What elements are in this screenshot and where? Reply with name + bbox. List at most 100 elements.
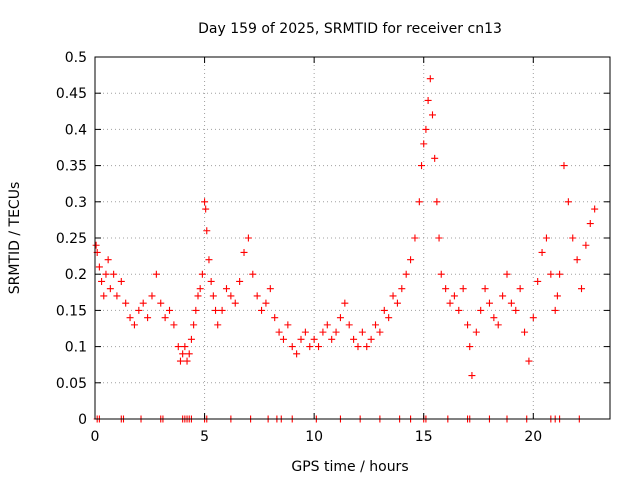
data-point	[363, 343, 371, 351]
data-point	[323, 321, 331, 329]
data-point	[319, 328, 327, 336]
data-point	[466, 343, 474, 351]
data-point	[472, 328, 480, 336]
data-point	[170, 321, 178, 329]
data-point	[244, 234, 252, 242]
data-point	[275, 328, 283, 336]
data-point	[236, 277, 244, 285]
data-point	[380, 306, 388, 314]
data-point	[144, 314, 152, 322]
data-point	[389, 292, 397, 300]
data-point	[418, 162, 426, 170]
data-point	[553, 292, 561, 300]
data-point	[485, 299, 493, 307]
axis-ticks	[94, 56, 610, 420]
data-point	[297, 335, 305, 343]
data-point	[179, 350, 187, 358]
data-point	[538, 248, 546, 256]
grid-lines	[95, 57, 610, 419]
data-point	[534, 277, 542, 285]
data-point	[512, 306, 520, 314]
data-point	[249, 270, 257, 278]
data-point	[328, 335, 336, 343]
data-point	[411, 234, 419, 242]
data-point	[194, 292, 202, 300]
plot-frame	[94, 56, 611, 420]
data-point	[578, 285, 586, 293]
data-point	[174, 343, 182, 351]
data-point	[332, 328, 340, 336]
data-point	[110, 270, 118, 278]
data-point	[98, 277, 106, 285]
data-point	[227, 292, 235, 300]
data-point	[130, 321, 138, 329]
x-tick-label: 5	[200, 429, 209, 445]
data-point	[442, 285, 450, 293]
data-point	[166, 306, 174, 314]
data-point	[113, 292, 121, 300]
data-point	[207, 277, 215, 285]
data-point	[279, 335, 287, 343]
data-point	[551, 306, 559, 314]
data-point	[209, 292, 217, 300]
data-point	[258, 306, 266, 314]
x-tick-label: 0	[91, 429, 100, 445]
data-point	[358, 328, 366, 336]
data-point	[196, 285, 204, 293]
data-point	[92, 241, 100, 249]
data-point	[198, 270, 206, 278]
data-point	[310, 335, 318, 343]
data-point	[354, 343, 362, 351]
data-point	[205, 256, 213, 264]
data-point	[529, 314, 537, 322]
x-tick-label: 20	[524, 429, 542, 445]
data-point	[218, 306, 226, 314]
data-point	[341, 299, 349, 307]
data-point	[398, 285, 406, 293]
data-point	[152, 270, 160, 278]
x-axis-label: GPS time / hours	[291, 459, 408, 475]
x-tick-label: 10	[305, 429, 323, 445]
data-point	[253, 292, 261, 300]
data-point	[315, 343, 323, 351]
data-point	[202, 205, 210, 213]
data-point	[185, 350, 193, 358]
data-point	[428, 111, 436, 119]
chart-title: Day 159 of 2025, SRMTID for receiver cn1…	[198, 21, 502, 37]
data-point	[582, 241, 590, 249]
tick-labels: 0 0.05 0.1 0.15 0.2 0.25 0.3 0.35 0.4 0.45 0.5 0 5 10…	[56, 50, 542, 445]
data-point	[407, 256, 415, 264]
y-tick-label: 0	[78, 412, 87, 428]
data-point	[336, 314, 344, 322]
data-point	[435, 234, 443, 242]
data-point	[494, 321, 502, 329]
data-point	[122, 299, 130, 307]
data-point	[104, 256, 112, 264]
data-point	[420, 140, 428, 148]
data-point	[431, 154, 439, 162]
y-tick-label: 0.35	[56, 159, 87, 175]
y-tick-label: 0.15	[56, 303, 87, 319]
y-tick-label: 0.45	[56, 86, 87, 102]
data-point	[385, 314, 393, 322]
data-point	[284, 321, 292, 329]
data-point	[503, 270, 511, 278]
data-point	[547, 270, 555, 278]
data-point	[564, 198, 572, 206]
data-point	[293, 350, 301, 358]
data-point	[190, 321, 198, 329]
data-point	[203, 227, 211, 235]
data-point	[350, 335, 358, 343]
data-point	[126, 314, 134, 322]
data-point	[402, 270, 410, 278]
data-point	[525, 357, 533, 365]
data-point	[556, 270, 564, 278]
data-point	[459, 285, 467, 293]
y-tick-label: 0.25	[56, 231, 87, 247]
data-point	[181, 343, 189, 351]
data-point	[393, 299, 401, 307]
data-point	[345, 321, 353, 329]
data-point	[367, 335, 375, 343]
data-point	[117, 277, 125, 285]
